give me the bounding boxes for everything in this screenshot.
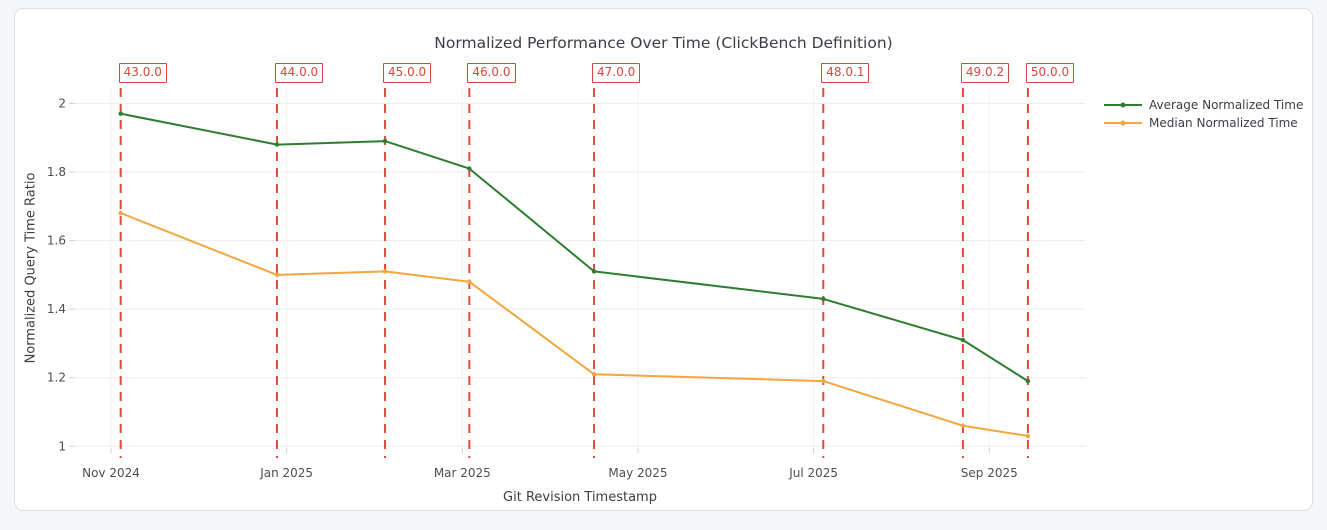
revision-label: 46.0.0: [467, 63, 516, 83]
x-axis-title: Git Revision Timestamp: [503, 490, 657, 505]
revision-label: 43.0.0: [118, 63, 167, 83]
y-axis-title: Normalized Query Time Ratio: [23, 172, 39, 364]
legend-line-swatch: [1104, 120, 1142, 126]
revision-label: 44.0.0: [275, 63, 324, 83]
legend-item-label: Average Normalized Time: [1149, 98, 1304, 112]
revision-label: 49.0.2: [960, 63, 1010, 83]
legend: Average Normalized Time Median Normalized…: [1104, 96, 1303, 132]
legend-line-swatch: [1104, 102, 1142, 108]
legend-item-average[interactable]: Average Normalized Time: [1104, 96, 1303, 114]
revision-label: 48.0.1: [821, 63, 870, 83]
legend-item-median[interactable]: Median Normalized Time: [1104, 114, 1303, 132]
revision-label: 47.0.0: [592, 63, 641, 83]
chart-title: Normalized Performance Over Time (ClickB…: [434, 34, 893, 52]
revision-label: 50.0.0: [1025, 63, 1075, 83]
chart-card: [14, 8, 1313, 511]
revision-label: 45.0.0: [383, 63, 432, 83]
legend-item-label: Median Normalized Time: [1149, 116, 1298, 130]
